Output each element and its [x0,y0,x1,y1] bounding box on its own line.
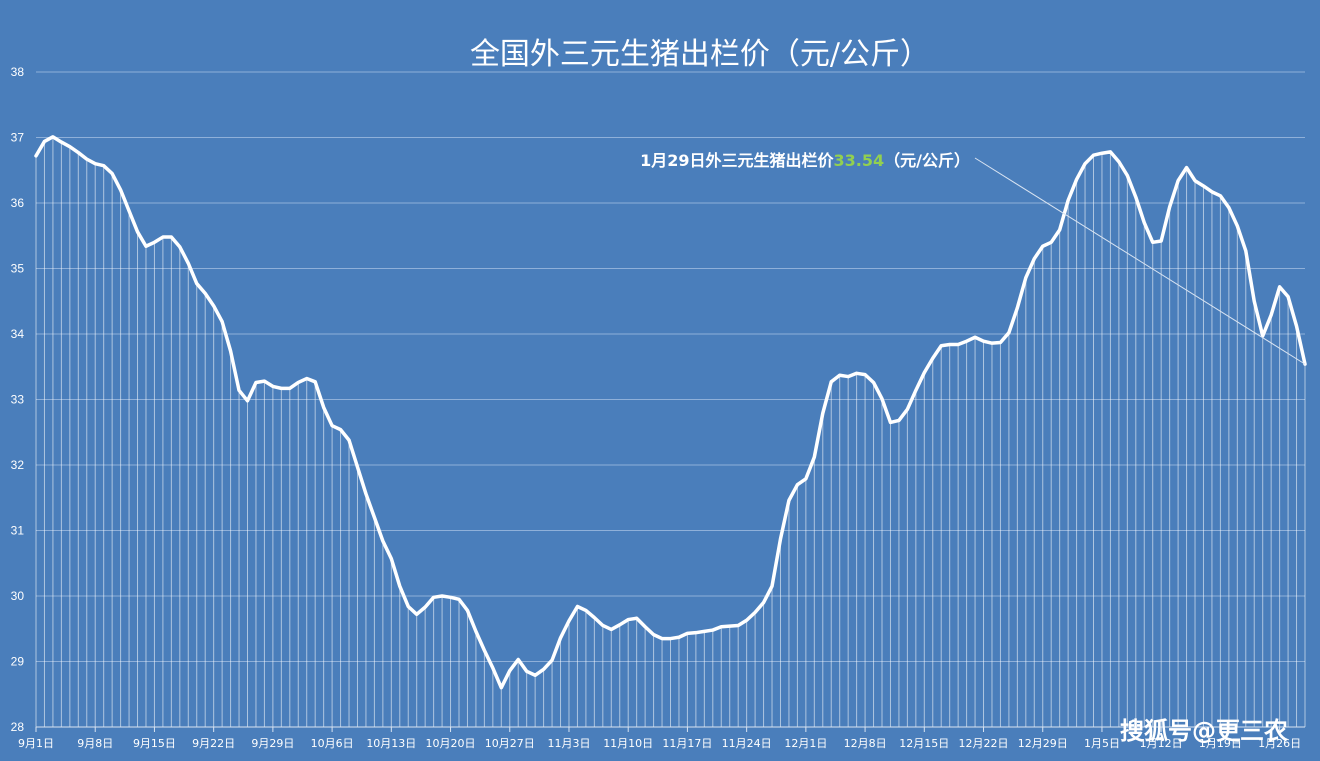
line-layer [34,135,1307,690]
y-tick-label: 29 [11,655,25,669]
y-tick-label: 36 [11,196,25,210]
annotation-leader-line [974,157,1306,365]
x-tick-label: 11月24日 [722,737,772,750]
y-tick-label: 30 [11,589,25,603]
x-tick-label: 11月10日 [603,737,653,750]
x-tick-label: 10月13日 [366,737,416,750]
watermark: 搜狐号@更三农 [1120,717,1288,745]
x-tick-label: 9月22日 [192,737,235,750]
y-tick-label: 35 [11,262,25,276]
x-tick-label: 9月29日 [251,737,294,750]
drop-lines [35,136,1306,727]
label-layer: 28 29 30 31 32 33 34 35 36 37 38 9月1日 9月8日 9月15日 9月22日… [11,65,1301,750]
y-tick-label: 37 [11,131,25,145]
y-tick-label: 28 [11,720,25,734]
y-tick-label: 32 [11,458,25,472]
annotation-label: 1月29日外三元生猪出栏价33.54（元/公斤） [640,151,970,170]
x-tick-label: 1月5日 [1084,737,1120,750]
annotation-value: 33.54 [834,151,885,170]
x-tick-label: 10月27日 [485,737,535,750]
y-tick-label: 31 [11,524,25,538]
x-tick-label: 10月20日 [426,737,476,750]
x-tick-label: 1月26日 [1258,737,1301,750]
x-tick-label: 9月15日 [133,737,176,750]
x-tick-label: 1月19日 [1199,737,1242,750]
x-tick-label: 9月8日 [77,737,113,750]
chart-title: 全国外三元生猪出栏价（元/公斤） [470,37,930,72]
y-tick-label: 34 [11,327,25,341]
x-tick-label: 12月1日 [784,737,827,750]
x-tick-label: 9月1日 [18,737,54,750]
axis-layer [35,726,1305,732]
x-tick-label: 10月6日 [311,737,354,750]
y-tick-label: 33 [11,393,25,407]
x-tick-label: 1月12日 [1140,737,1183,750]
y-tick-label: 38 [11,65,25,79]
annotation-suffix: （元/公斤） [884,151,970,170]
x-tick-label: 11月3日 [547,737,590,750]
x-tick-label: 12月15日 [899,737,949,750]
annotation-prefix: 1月29日外三元生猪出栏价 [640,151,834,170]
x-tick-label: 12月29日 [1018,737,1068,750]
x-tick-label: 12月8日 [844,737,887,750]
x-tick-label: 12月22日 [959,737,1009,750]
series-line [34,135,1307,690]
x-tick-label: 11月17日 [662,737,712,750]
